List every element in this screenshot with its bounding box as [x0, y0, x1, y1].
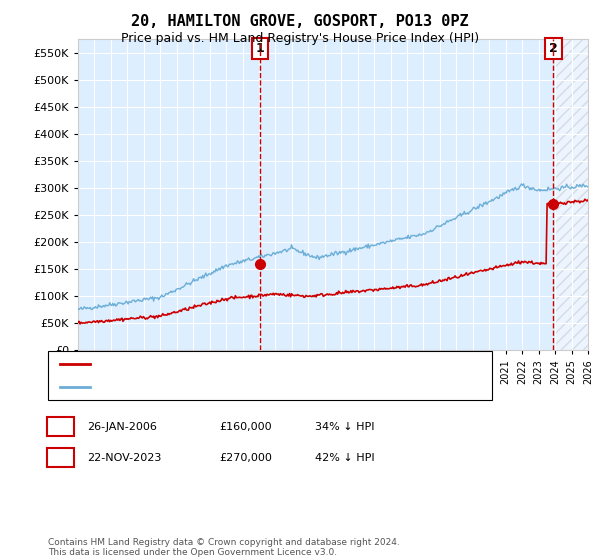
- Text: £270,000: £270,000: [219, 452, 272, 463]
- Text: 20, HAMILTON GROVE, GOSPORT, PO13 0PZ: 20, HAMILTON GROVE, GOSPORT, PO13 0PZ: [131, 14, 469, 29]
- Text: HPI: Average price, detached house, Gosport: HPI: Average price, detached house, Gosp…: [99, 382, 334, 392]
- Text: Contains HM Land Registry data © Crown copyright and database right 2024.
This d: Contains HM Land Registry data © Crown c…: [48, 538, 400, 557]
- Text: 2: 2: [549, 42, 558, 55]
- Text: 34% ↓ HPI: 34% ↓ HPI: [315, 422, 374, 432]
- Text: 26-JAN-2006: 26-JAN-2006: [87, 422, 157, 432]
- Text: 22-NOV-2023: 22-NOV-2023: [87, 452, 161, 463]
- Text: 2: 2: [57, 452, 64, 463]
- Text: 20, HAMILTON GROVE, GOSPORT, PO13 0PZ (detached house): 20, HAMILTON GROVE, GOSPORT, PO13 0PZ (d…: [99, 360, 421, 370]
- Text: £160,000: £160,000: [219, 422, 272, 432]
- Text: 1: 1: [256, 42, 265, 55]
- Bar: [555, 39, 588, 350]
- Text: 1: 1: [57, 422, 64, 432]
- Text: 42% ↓ HPI: 42% ↓ HPI: [315, 452, 374, 463]
- Text: Price paid vs. HM Land Registry's House Price Index (HPI): Price paid vs. HM Land Registry's House …: [121, 32, 479, 45]
